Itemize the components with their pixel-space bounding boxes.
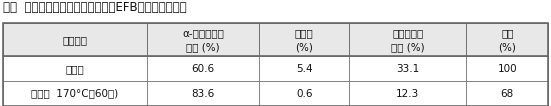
Bar <box>3 23 147 56</box>
Bar <box>466 81 548 106</box>
Text: 処理条件: 処理条件 <box>62 35 88 45</box>
Bar <box>466 56 548 81</box>
Text: 灰分率: 灰分率 <box>295 28 314 38</box>
Text: (%): (%) <box>499 42 516 52</box>
Bar <box>349 56 466 81</box>
Bar <box>259 81 349 106</box>
Text: 含量 (%): 含量 (%) <box>186 42 220 52</box>
Text: 83.6: 83.6 <box>192 89 215 99</box>
Bar <box>147 56 259 81</box>
Text: 68: 68 <box>501 89 514 99</box>
Bar <box>147 81 259 106</box>
Bar <box>259 23 349 56</box>
Text: 未処理: 未処理 <box>66 64 84 74</box>
Text: (%): (%) <box>295 42 313 52</box>
Text: 収率: 収率 <box>501 28 514 38</box>
Text: 60.6: 60.6 <box>192 64 215 74</box>
Text: 含量 (%): 含量 (%) <box>391 42 425 52</box>
Text: ペントザン: ペントザン <box>392 28 423 38</box>
Text: 33.1: 33.1 <box>396 64 419 74</box>
Text: 表２  水のみの加水分解処理によるEFB繊維の成分変化: 表２ 水のみの加水分解処理によるEFB繊維の成分変化 <box>3 1 186 14</box>
Bar <box>147 23 259 56</box>
Bar <box>3 81 147 106</box>
Text: 100: 100 <box>498 64 517 74</box>
Bar <box>349 81 466 106</box>
Text: 5.4: 5.4 <box>296 64 312 74</box>
Bar <box>3 23 548 106</box>
Bar <box>466 23 548 56</box>
Bar <box>3 56 147 81</box>
Text: 0.6: 0.6 <box>296 89 312 99</box>
Bar <box>349 23 466 56</box>
Text: 12.3: 12.3 <box>396 89 419 99</box>
Bar <box>259 56 349 81</box>
Text: 水処理  170°C／60分): 水処理 170°C／60分) <box>31 89 118 99</box>
Text: α-セルロース: α-セルロース <box>182 28 224 38</box>
